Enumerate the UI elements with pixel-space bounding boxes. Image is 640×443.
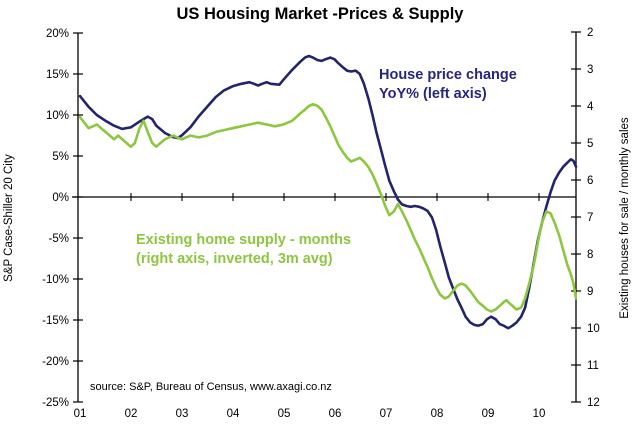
svg-text:03: 03 [176, 408, 189, 420]
svg-text:02: 02 [125, 408, 138, 420]
svg-text:2: 2 [587, 27, 593, 39]
svg-text:11: 11 [587, 360, 599, 372]
svg-text:7: 7 [587, 212, 593, 224]
svg-text:5%: 5% [52, 151, 69, 163]
svg-text:10: 10 [533, 408, 546, 420]
svg-text:5: 5 [587, 138, 593, 150]
svg-text:05: 05 [278, 408, 291, 420]
svg-text:01: 01 [74, 408, 87, 420]
svg-text:-15%: -15% [42, 315, 69, 327]
svg-text:Existing home supply - months: Existing home supply - months [136, 232, 351, 248]
svg-text:10%: 10% [46, 110, 69, 122]
svg-text:04: 04 [227, 408, 240, 420]
svg-text:(right axis, inverted, 3m avg): (right axis, inverted, 3m avg) [136, 251, 333, 267]
svg-text:-5%: -5% [49, 233, 69, 245]
svg-text:12: 12 [587, 397, 600, 409]
svg-text:06: 06 [329, 408, 342, 420]
svg-text:source: S&P, Bureau of Census,: source: S&P, Bureau of Census, www.axagi… [90, 381, 332, 393]
svg-text:-20%: -20% [42, 356, 69, 368]
svg-text:-10%: -10% [42, 274, 69, 286]
svg-text:YoY% (left axis): YoY% (left axis) [379, 86, 487, 102]
svg-text:-25%: -25% [42, 397, 69, 409]
svg-text:0%: 0% [52, 192, 69, 204]
svg-text:4: 4 [587, 101, 594, 113]
svg-text:3: 3 [587, 64, 593, 76]
svg-text:US Housing Market -Prices & Su: US Housing Market -Prices & Supply [177, 5, 465, 23]
svg-text:Existing houses for sale / mon: Existing houses for sale / monthly sales [619, 117, 631, 319]
svg-text:8: 8 [587, 249, 593, 261]
svg-text:S&P Case-Shiller 20 City: S&P Case-Shiller 20 City [3, 154, 15, 282]
svg-text:08: 08 [431, 408, 444, 420]
svg-text:10: 10 [587, 323, 600, 335]
svg-text:20%: 20% [46, 28, 69, 40]
svg-text:15%: 15% [46, 69, 69, 81]
svg-text:07: 07 [380, 408, 393, 420]
svg-text:6: 6 [587, 175, 593, 187]
svg-text:09: 09 [482, 408, 495, 420]
svg-text:House price change: House price change [379, 67, 517, 83]
svg-text:9: 9 [587, 286, 593, 298]
